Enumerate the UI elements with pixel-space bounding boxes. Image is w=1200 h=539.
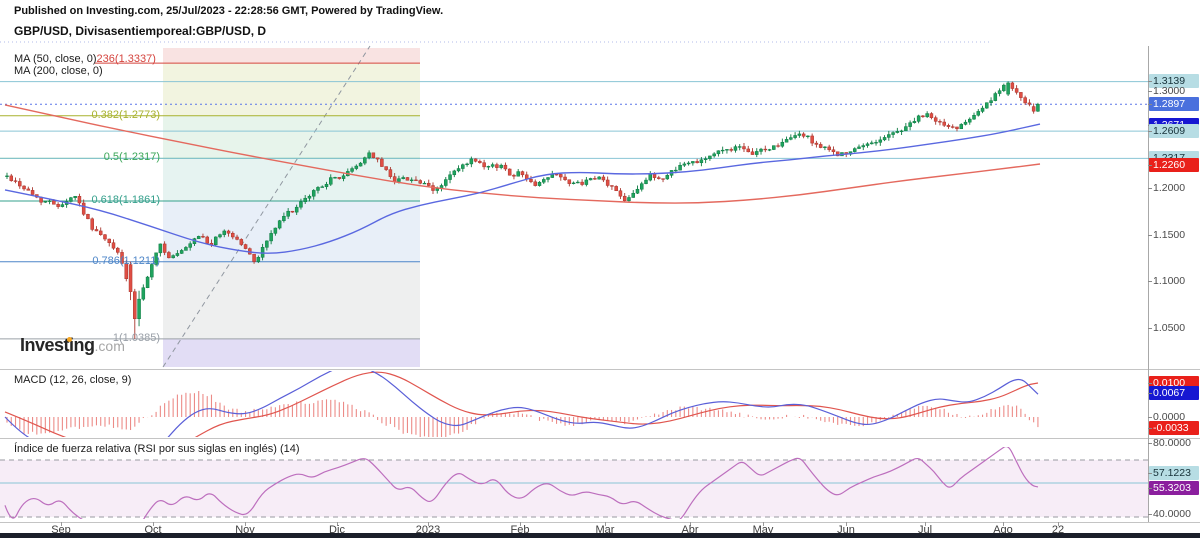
- price-axis-tick: [1148, 91, 1152, 92]
- price-axis-label: 57.1223: [1149, 466, 1199, 480]
- price-axis-tick: [1148, 393, 1152, 394]
- price-axis-tick: [1148, 165, 1152, 166]
- investing-logo-orange-dot-icon: [67, 337, 72, 342]
- time-axis-tick: [763, 522, 764, 526]
- fib-bands: [163, 48, 420, 367]
- ma200-legend: MA (200, close, 0): [14, 65, 156, 77]
- price-axis-label: 80.0000: [1153, 437, 1191, 449]
- price-axis-label: 1.0500: [1153, 322, 1186, 334]
- price-axis-tick: [1148, 488, 1152, 489]
- fib-level-label: 1(1.0385): [112, 331, 160, 344]
- time-axis-tick: [846, 522, 847, 526]
- ma200-line: [4, 104, 1041, 204]
- candlestick-series: [5, 81, 1040, 339]
- price-axis-tick: [1148, 428, 1152, 429]
- price-axis-tick: [1148, 328, 1152, 329]
- ma50-legend-label: MA (50, close, 0): [14, 53, 97, 65]
- price-axis-tick: [1148, 473, 1152, 474]
- time-axis-tick: [337, 522, 338, 526]
- price-axis-tick: [1148, 235, 1152, 236]
- time-axis-tick: [690, 522, 691, 526]
- macd-histogram: [6, 391, 1039, 437]
- price-axis-tick: [1148, 514, 1152, 515]
- price-axis-tick: [1148, 417, 1152, 418]
- price-axis-label: -0.0033: [1149, 421, 1199, 435]
- time-axis-tick: [245, 522, 246, 526]
- price-axis-tick: [1148, 104, 1152, 105]
- symbol-title: GBP/USD, Divisasentiemporeal:GBP/USD, D: [14, 24, 267, 38]
- price-axis-label: 1.1500: [1153, 229, 1186, 241]
- moving-averages: [4, 104, 1041, 254]
- macd-lines: [4, 371, 1039, 437]
- rsi-line: [4, 447, 1039, 519]
- fib-level-label: 0.618(1.1861): [91, 193, 161, 206]
- price-axis-label: 0.0000: [1153, 411, 1186, 423]
- price-axis-label: 55.3203: [1149, 481, 1199, 495]
- time-axis-tick: [428, 522, 429, 526]
- price-axis-label: 0.0067: [1149, 386, 1199, 400]
- price-axis-tick: [1148, 383, 1152, 384]
- ma-legend: MA (50, close, 0)236(1.3337) MA (200, cl…: [14, 53, 156, 77]
- fib-level-label: 0.5(1.2317): [103, 151, 160, 164]
- macd-panel-title: MACD (12, 26, close, 9): [14, 374, 132, 386]
- time-axis-tick: [1003, 522, 1004, 526]
- rsi-panel-title: Índice de fuerza relativa (RSI por sus s…: [14, 443, 300, 455]
- ma200-legend-label: MA (200, close, 0): [14, 65, 103, 77]
- price-axis-tick: [1148, 281, 1152, 282]
- price-axis-label: 1.2260: [1149, 158, 1199, 172]
- time-axis-tick: [153, 522, 154, 526]
- price-axis-tick: [1148, 131, 1152, 132]
- macd-line: [4, 371, 1039, 437]
- fib-level-label: 0.786(1.1211): [92, 254, 160, 267]
- investing-logo-brand: Investing: [20, 335, 95, 355]
- price-axis-label: 1.2000: [1153, 182, 1186, 194]
- price-axis-label: 1.1000: [1153, 275, 1186, 287]
- price-axis-tick: [1148, 188, 1152, 189]
- price-axis-label: 1.2609: [1149, 124, 1199, 138]
- time-axis-tick: [925, 522, 926, 526]
- price-axis-tick: [1148, 443, 1152, 444]
- investing-logo-suffix: .com: [94, 338, 125, 354]
- time-axis-tick: [520, 522, 521, 526]
- price-axis-label: 1.2897: [1149, 97, 1199, 111]
- price-axis-label: 1.3000: [1153, 85, 1186, 97]
- time-axis-tick: [605, 522, 606, 526]
- time-axis-tick: [61, 522, 62, 526]
- time-axis-tick: [1058, 522, 1059, 526]
- fib-trendline: [162, 45, 371, 368]
- published-line: Published on Investing.com, 25/Jul/2023 …: [14, 5, 444, 17]
- fib-0236-label: 236(1.3337): [96, 53, 156, 65]
- price-axis-label: 40.0000: [1153, 508, 1191, 520]
- ma50-legend: MA (50, close, 0)236(1.3337): [14, 53, 156, 65]
- price-axis-label: 1.3139: [1149, 74, 1199, 88]
- investing-logo: Investing.com: [20, 335, 125, 356]
- ma50-line: [4, 123, 1041, 254]
- rsi-line-group: [4, 447, 1039, 519]
- bottom-border-bar: [0, 533, 1200, 538]
- fib-level-label: 0.382(1.2773): [91, 108, 161, 121]
- price-axis-tick: [1148, 81, 1152, 82]
- rsi-panel: [0, 459, 1148, 518]
